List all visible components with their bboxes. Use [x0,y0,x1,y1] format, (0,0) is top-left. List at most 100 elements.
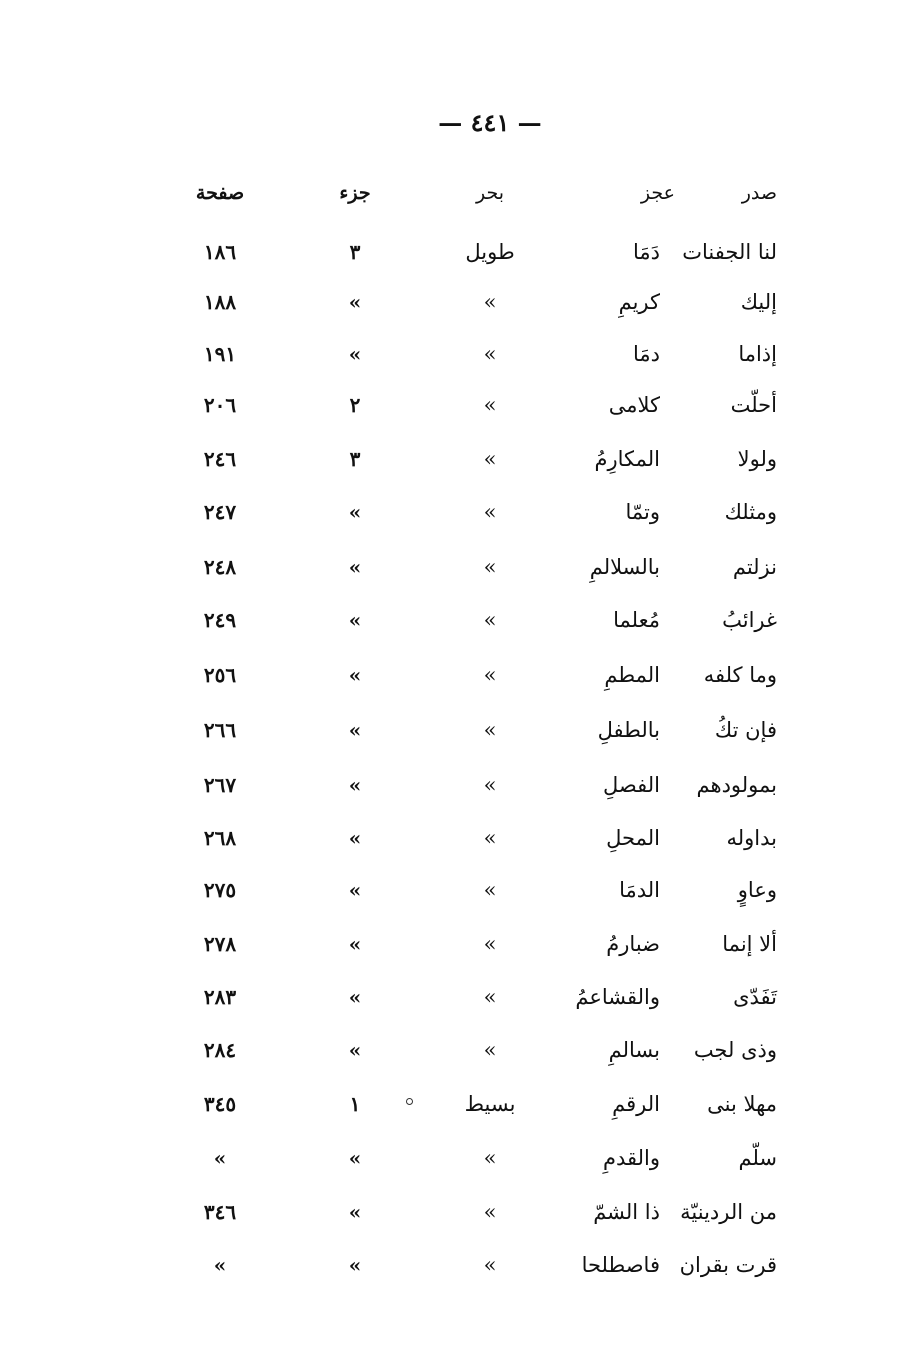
part-cell: ٣ [349,447,361,471]
table-row: ٢٦٧ » » الفصلِ بمولودهم [0,765,917,805]
ajuz-cell: كلامى [608,393,660,417]
sadr-cell: ومثلك [724,500,777,524]
sadr-cell: فإن تكُ [714,718,777,742]
meter-cell: » [483,878,497,902]
header-ajuz: عجز [640,182,675,204]
part-cell: » [348,555,362,579]
ajuz-cell: بسالمِ [608,1038,660,1062]
part-cell: » [348,500,362,524]
sadr-cell: أحلّت [730,393,777,417]
sadr-cell: سلّم [738,1146,777,1170]
table-row: ٢٦٦ » » بالطفلِ فإن تكُ [0,710,917,750]
part-cell: » [348,290,362,314]
sadr-cell: من الردينيّة [680,1200,777,1224]
table-row: ٣٤٦ » » ذا الشمّ من الردينيّة [0,1192,917,1232]
sadr-cell: ولولا [737,447,777,471]
ajuz-cell: المحلِ [606,826,660,850]
sadr-cell: ألا إنما [722,932,777,956]
table-row: ٢٦٨ » » المحلِ بداوله [0,818,917,858]
part-cell: » [348,932,362,956]
part-cell: ٣ [349,240,361,264]
table-row: ٢٤٩ » » مُعلما غرائبُ [0,600,917,640]
sadr-cell: لنا الجفنات [682,240,777,264]
table-row: ٢٨٤ » » بسالمِ وذى لجب [0,1030,917,1070]
ajuz-cell: دمَا [633,342,660,366]
table-row: » » » فاصطلحا قرت بقران [0,1245,917,1285]
ajuz-cell: والقدمِ [602,1146,660,1170]
sadr-cell: مهلا بنى [707,1092,777,1116]
ajuz-cell: كريمِ [618,290,660,314]
ajuz-cell: ذا الشمّ [593,1200,660,1224]
table-row: ٢٠٦ ٢ » كلامى أحلّت [0,385,917,425]
meter-cell: » [483,1038,497,1062]
table-row: ٢٤٨ » » بالسلالمِ نزلتم [0,547,917,587]
part-cell: » [348,1200,362,1224]
header-part: جزء [339,182,371,204]
ajuz-cell: الرقمِ [612,1092,660,1116]
ajuz-cell: الدمَا [619,878,660,902]
ajuz-cell: المطمِ [604,663,660,687]
table-row: ١٨٦ ٣ طويل دَمَا لنا الجفنات [0,232,917,272]
page-cell: ٢٨٣ [203,985,237,1009]
sadr-cell: وذى لجب [693,1038,777,1062]
meter-cell: » [483,985,497,1009]
table-row: ٢٧٨ » » ضبارمُ ألا إنما [0,924,917,964]
part-cell: » [348,1038,362,1062]
sadr-cell: غرائبُ [722,608,777,632]
meter-cell: » [483,1253,497,1277]
sadr-cell: بمولودهم [696,773,777,797]
page-cell: ٣٤٦ [203,1200,237,1224]
part-cell: » [348,826,362,850]
page-cell: ١٨٨ [203,290,237,314]
table-header: صفحة جزء بحر عجز صدر [0,173,917,213]
part-cell: » [348,985,362,1009]
meter-cell: » [483,500,497,524]
stray-mark [406,1098,413,1105]
part-cell: » [348,718,362,742]
part-cell: » [348,608,362,632]
table-row: » » » والقدمِ سلّم [0,1138,917,1178]
page-number: — ٤٤١ — [438,108,542,137]
meter-cell: » [483,718,497,742]
table-row: ٢٤٦ ٣ » المكارِمُ ولولا [0,439,917,479]
page-cell: ٢٤٦ [203,447,237,471]
page-cell: ٢٦٨ [203,826,237,850]
part-cell: » [348,342,362,366]
part-cell: » [348,1146,362,1170]
page-cell: » [213,1146,227,1170]
table-row: ٢٥٦ » » المطمِ وما كلفه [0,655,917,695]
meter-cell: » [483,342,497,366]
meter-cell: » [483,773,497,797]
header-sadr: صدر [741,182,777,204]
ajuz-cell: بالطفلِ [597,718,660,742]
ajuz-cell: والقشاعمُ [575,985,660,1009]
header-page: صفحة [195,182,245,204]
meter-cell: » [483,447,497,471]
part-cell: » [348,663,362,687]
sadr-cell: تَفَدّى [733,985,777,1009]
sadr-cell: وما كلفه [703,663,777,687]
part-cell: ٢ [349,393,361,417]
meter-cell: » [483,608,497,632]
table-row: ٢٧٥ » » الدمَا وعاوٍ [0,870,917,910]
table-row: ٢٤٧ » » وتمّا ومثلك [0,492,917,532]
ajuz-cell: وتمّا [625,500,660,524]
ajuz-cell: بالسلالمِ [589,555,660,579]
meter-cell: » [483,663,497,687]
sadr-cell: إليك [740,290,777,314]
table-row: ٣٤٥ ١ بسيط الرقمِ مهلا بنى [0,1084,917,1124]
ajuz-cell: مُعلما [613,608,660,632]
ajuz-cell: الفصلِ [603,773,660,797]
sadr-cell: وعاوٍ [737,878,777,902]
part-cell: ١ [349,1092,361,1116]
page-cell: ٢٠٦ [203,393,237,417]
table-row: ١٨٨ » » كريمِ إليك [0,282,917,322]
page-cell: ٢٤٧ [203,500,237,524]
meter-cell: » [483,1200,497,1224]
meter-cell: » [483,290,497,314]
meter-cell: » [483,393,497,417]
ajuz-cell: ضبارمُ [606,932,660,956]
meter-cell: » [483,826,497,850]
table-row: ٢٨٣ » » والقشاعمُ تَفَدّى [0,977,917,1017]
page-cell: ٢٧٨ [203,932,237,956]
